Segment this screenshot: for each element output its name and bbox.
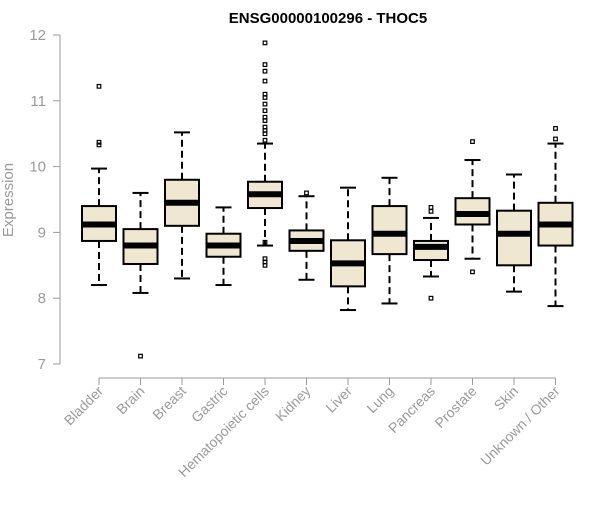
x-tick-label-breast: Breast [149, 383, 189, 423]
y-tick-label: 8 [38, 290, 46, 307]
x-tick-label-unknown-other: Unknown / Other [477, 383, 563, 469]
outlier-point [262, 101, 268, 107]
box-group-prostate [454, 139, 491, 275]
outlier-point [304, 190, 309, 196]
chart-title: ENSG00000100296 - THOC5 [229, 10, 427, 27]
outlier-point [470, 269, 475, 275]
outlier-point [428, 204, 434, 210]
y-tick-label: 7 [38, 356, 46, 373]
y-tick-label: 10 [29, 159, 46, 176]
x-tick-label-skin: Skin [491, 383, 522, 414]
outlier-point [96, 142, 102, 148]
outlier-point [262, 78, 268, 84]
y-tick-label: 11 [30, 93, 46, 110]
box-iqr [413, 239, 449, 262]
outlier-point [262, 124, 268, 130]
outlier-point [262, 108, 268, 114]
outlier-point [262, 68, 268, 74]
outlier-point [262, 256, 268, 262]
plot-area [81, 40, 574, 359]
outlier-point [262, 239, 268, 245]
y-tick-label: 9 [38, 224, 46, 241]
box-group-gastric [205, 206, 242, 287]
box-iqr [496, 209, 532, 267]
box-group-pancreas [413, 204, 449, 301]
outlier-point [470, 139, 475, 144]
box-group-breast [164, 131, 200, 280]
outlier-point [428, 295, 434, 301]
outlier-point [262, 137, 268, 143]
box-group-brain [122, 191, 159, 359]
outlier-point [262, 62, 268, 68]
box-group-liver [330, 186, 366, 312]
x-tick-label-liver: Liver [322, 383, 355, 416]
y-tick-label: 12 [29, 27, 46, 44]
outlier-point [262, 114, 268, 120]
box-group-skin [496, 173, 532, 293]
x-tick-label-lung: Lung [363, 383, 396, 416]
box-group-kidney [288, 190, 325, 281]
x-tick-label-prostate: Prostate [431, 383, 479, 431]
x-tick-label-kidney: Kidney [272, 383, 314, 425]
outlier-point [553, 136, 558, 142]
box-group-lung [371, 176, 408, 305]
outlier-point [138, 353, 143, 359]
box-iqr [371, 205, 408, 256]
box-group-bladder [81, 83, 117, 287]
outlier-point [96, 139, 102, 145]
x-tick-label-brain: Brain [113, 383, 147, 417]
outlier-point [553, 126, 558, 131]
y-axis-label: Expression [0, 163, 17, 237]
x-tick-label-bladder: Bladder [61, 383, 107, 429]
outlier-point [96, 83, 102, 89]
outlier-point [428, 208, 434, 214]
outlier-point [262, 91, 268, 97]
outlier-point [262, 40, 268, 46]
box-group-unknown-other [537, 126, 574, 308]
box-group-hematopoietic-cells [247, 40, 283, 268]
